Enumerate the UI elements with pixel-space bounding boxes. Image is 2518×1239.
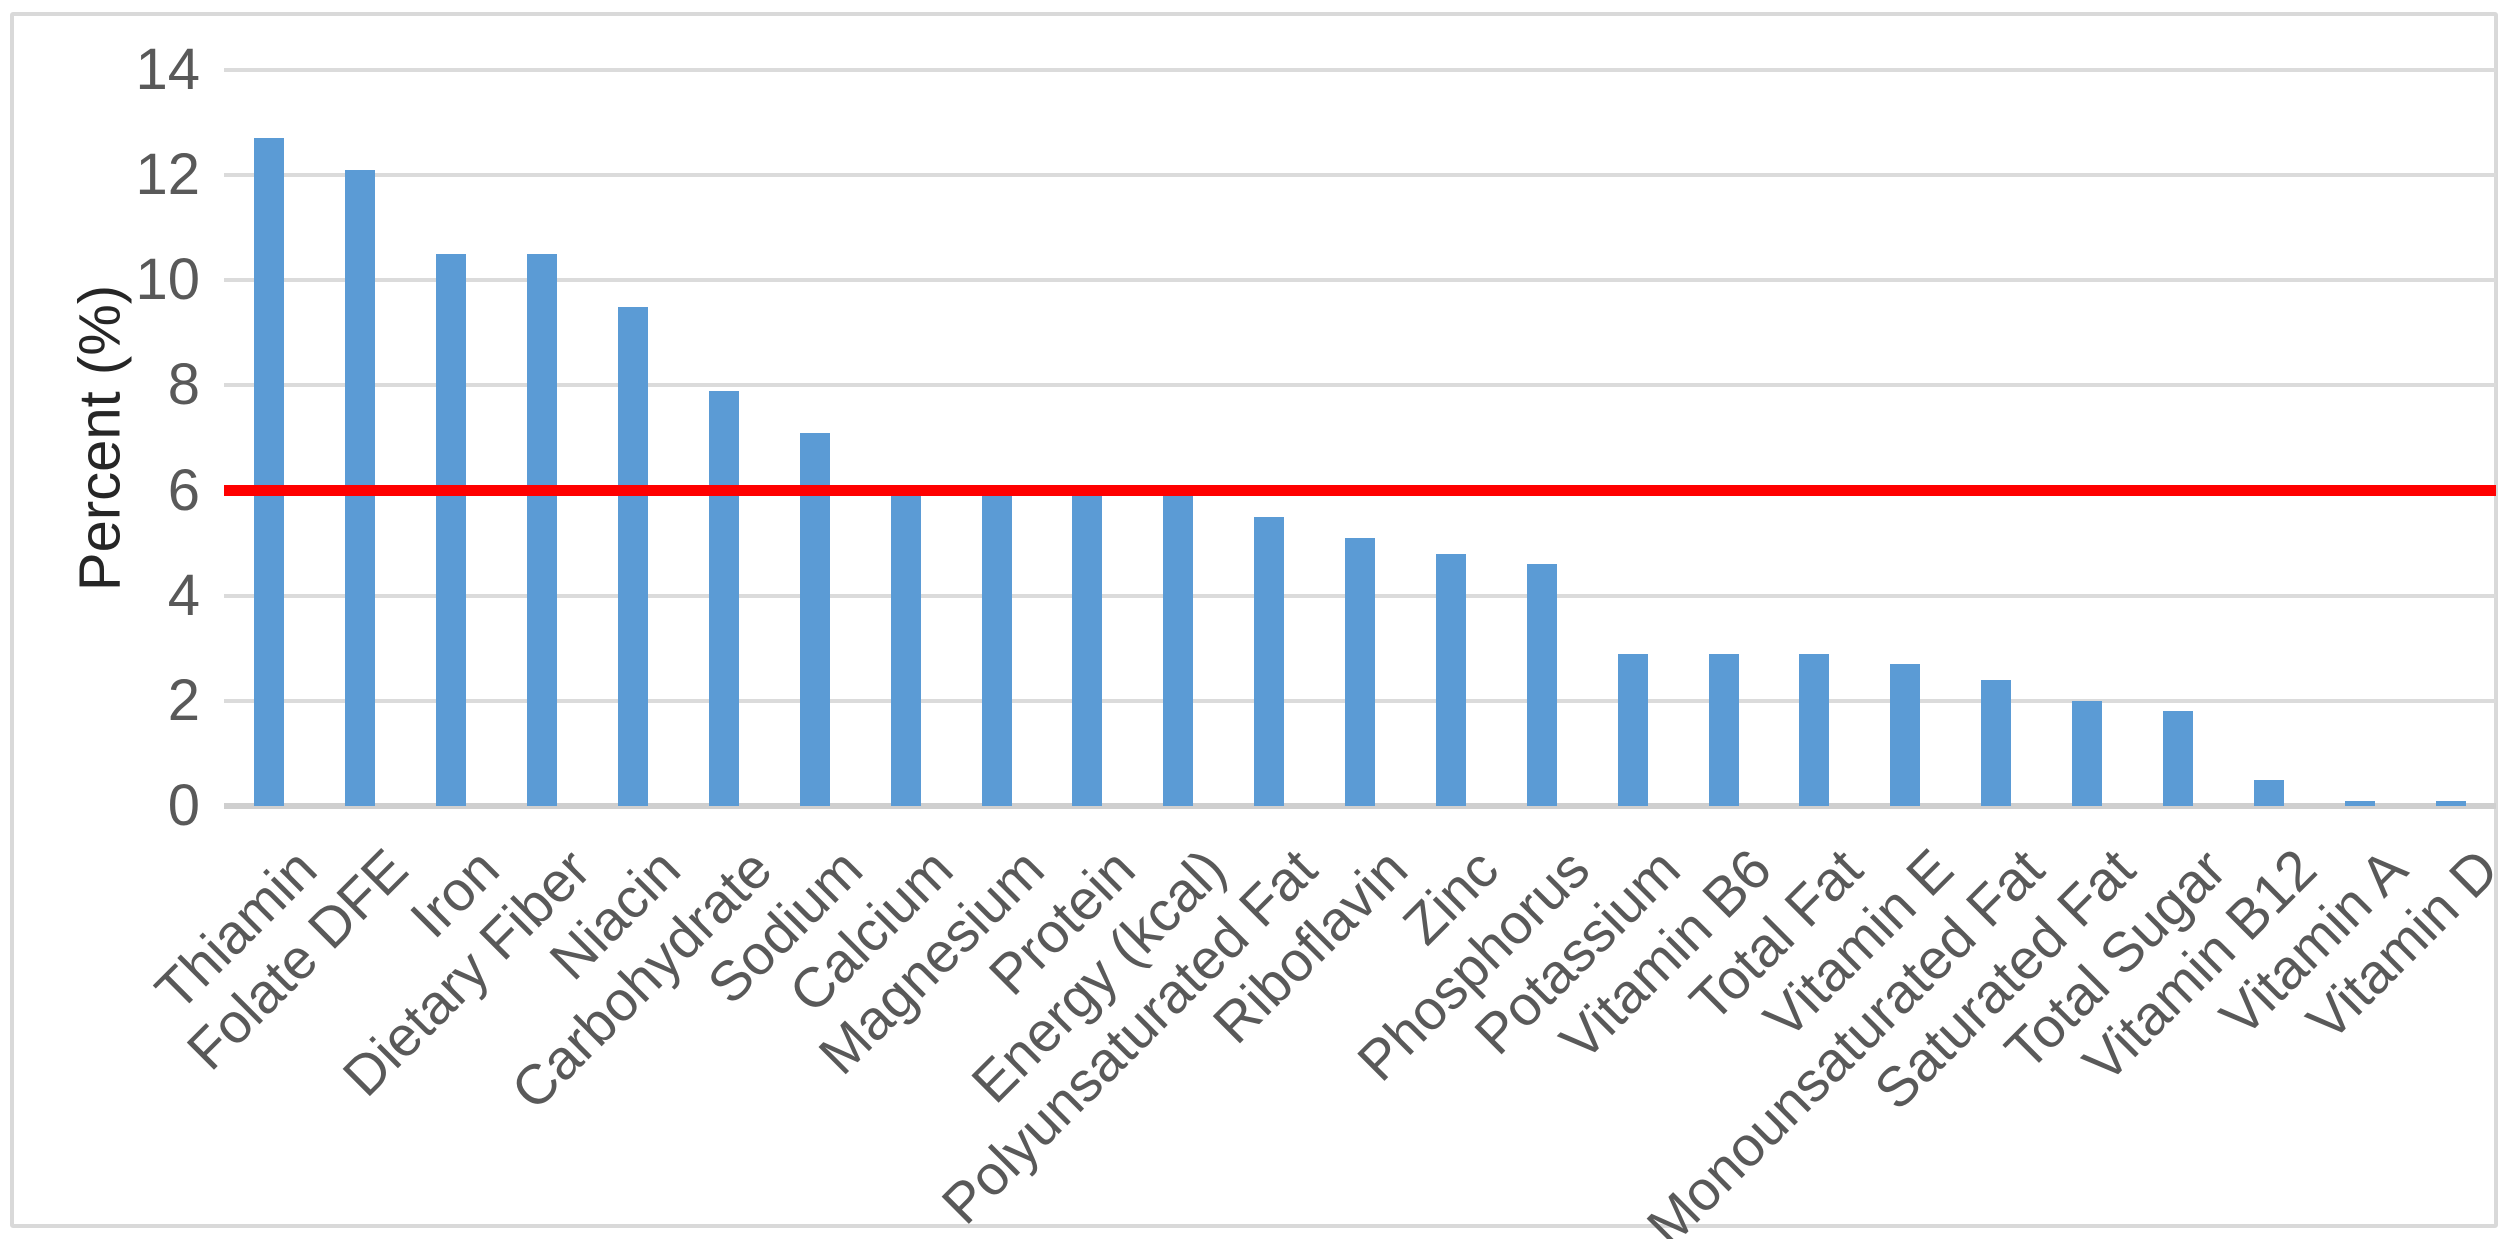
y-tick-label: 12: [135, 142, 200, 208]
bar: [618, 306, 648, 806]
y-tick-label: 0: [167, 773, 200, 838]
bar: [2162, 711, 2193, 806]
gridline: [224, 173, 2496, 178]
reference-line: [224, 485, 2496, 497]
y-axis-title: Percent (%): [67, 284, 133, 592]
bar: [1526, 564, 1557, 806]
bar: [708, 390, 739, 806]
bar: [527, 254, 558, 806]
bar: [2253, 779, 2284, 806]
y-tick-label: 4: [167, 562, 200, 628]
bar: [1345, 537, 1375, 806]
bar: [1617, 653, 1648, 806]
bar: [981, 485, 1012, 806]
bar: [1799, 653, 1830, 806]
bar: [1708, 653, 1739, 806]
y-tick-label: 8: [167, 352, 200, 418]
bar: [1890, 664, 1921, 806]
y-tick-label: 6: [167, 457, 200, 523]
gridline: [224, 68, 2496, 72]
bar: [1435, 553, 1466, 806]
bar: [1163, 495, 1194, 806]
x-axis-line: [224, 803, 2496, 809]
y-tick-label: 10: [135, 247, 200, 313]
bar: [2435, 800, 2466, 806]
bar: [890, 485, 921, 806]
bar: [1254, 516, 1285, 806]
y-tick-label: 14: [135, 37, 200, 102]
bar: [436, 254, 467, 806]
bar: [2344, 800, 2375, 806]
bar: [1981, 679, 2012, 806]
bar: [2072, 700, 2102, 806]
gridline: [224, 278, 2496, 283]
chart-border: [10, 12, 2498, 1228]
bar: [254, 138, 285, 806]
gridline: [224, 383, 2496, 388]
y-tick-label: 2: [167, 667, 200, 733]
bar: [1072, 485, 1103, 806]
